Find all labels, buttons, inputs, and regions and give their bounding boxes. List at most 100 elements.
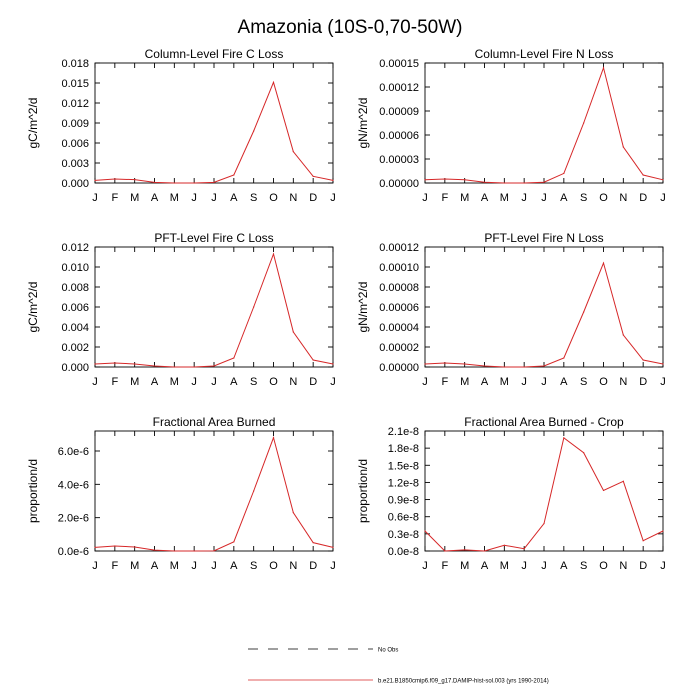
x-tick-label: A bbox=[481, 376, 489, 388]
x-tick-label: O bbox=[269, 192, 278, 204]
y-tick-label: 0.00015 bbox=[379, 58, 419, 70]
series-line bbox=[424, 261, 664, 368]
x-tick-label: D bbox=[639, 192, 647, 204]
y-tick-label: 0.000 bbox=[61, 178, 89, 190]
y-tick-label: 0.003 bbox=[61, 158, 89, 170]
y-tick-label: 0.6e-8 bbox=[388, 512, 419, 524]
y-axis-label: gN/m^2/d bbox=[356, 98, 370, 149]
x-tick-label: M bbox=[460, 192, 469, 204]
x-tick-label: J bbox=[330, 560, 336, 572]
x-tick-label: J bbox=[191, 192, 197, 204]
x-tick-label: O bbox=[269, 560, 278, 572]
series-line bbox=[94, 80, 334, 184]
legend-model-label: b.e21.B1850cmip6.f09_g17.DAMIP-hist-sol.… bbox=[378, 679, 549, 685]
x-tick-label: J bbox=[211, 192, 217, 204]
y-axis-label: gC/m^2/d bbox=[26, 282, 40, 333]
x-tick-label: M bbox=[460, 560, 469, 572]
data-point bbox=[662, 179, 664, 181]
data-point bbox=[563, 357, 565, 359]
y-tick-label: 0.00006 bbox=[379, 302, 419, 314]
data-point bbox=[134, 179, 136, 181]
x-tick-label: M bbox=[170, 560, 179, 572]
data-point bbox=[153, 181, 156, 183]
x-tick-label: J bbox=[191, 376, 197, 388]
data-point bbox=[662, 530, 664, 532]
data-point bbox=[602, 489, 605, 492]
data-point bbox=[503, 544, 505, 546]
x-tick-label: D bbox=[309, 376, 317, 388]
x-tick-label: F bbox=[441, 376, 448, 388]
x-tick-label: N bbox=[289, 192, 297, 204]
y-tick-label: 6.0e-6 bbox=[58, 446, 89, 458]
data-point bbox=[114, 362, 116, 364]
x-tick-label: A bbox=[481, 192, 489, 204]
x-tick-label: F bbox=[111, 376, 118, 388]
x-tick-label: A bbox=[230, 376, 238, 388]
x-tick-label: A bbox=[151, 560, 159, 572]
x-tick-label: F bbox=[111, 192, 118, 204]
data-point bbox=[642, 174, 644, 176]
data-point bbox=[444, 362, 446, 364]
x-tick-label: J bbox=[211, 376, 217, 388]
data-point bbox=[173, 182, 175, 184]
x-tick-label: S bbox=[580, 560, 587, 572]
x-tick-label: A bbox=[230, 560, 238, 572]
data-point bbox=[134, 546, 136, 548]
x-tick-label: J bbox=[660, 192, 666, 204]
figure-title: Amazonia (10S-0,70-50W) bbox=[238, 17, 463, 38]
y-tick-label: 0.012 bbox=[61, 242, 89, 254]
y-tick-label: 0.00010 bbox=[379, 262, 419, 274]
x-tick-label: M bbox=[500, 376, 509, 388]
x-tick-label: F bbox=[111, 560, 118, 572]
data-point bbox=[193, 366, 195, 368]
x-tick-label: M bbox=[130, 560, 139, 572]
y-tick-label: 0.012 bbox=[61, 98, 89, 110]
x-tick-label: S bbox=[580, 192, 587, 204]
data-point bbox=[543, 522, 545, 525]
x-tick-label: D bbox=[309, 192, 317, 204]
data-point bbox=[464, 363, 466, 365]
y-tick-label: 1.5e-8 bbox=[388, 460, 419, 472]
y-tick-label: 4.0e-6 bbox=[58, 479, 89, 491]
data-point bbox=[444, 178, 446, 180]
y-tick-label: 2.1e-8 bbox=[388, 426, 419, 438]
x-tick-label: O bbox=[599, 192, 608, 204]
data-point bbox=[94, 363, 96, 365]
y-tick-label: 0.000 bbox=[61, 362, 89, 374]
x-tick-label: A bbox=[151, 192, 159, 204]
x-tick-label: A bbox=[151, 376, 159, 388]
y-tick-label: 0.00008 bbox=[379, 282, 419, 294]
x-tick-label: J bbox=[521, 376, 527, 388]
data-point bbox=[213, 365, 215, 367]
y-tick-label: 0.009 bbox=[61, 118, 89, 130]
x-tick-label: J bbox=[521, 560, 527, 572]
x-tick-label: J bbox=[330, 192, 336, 204]
y-tick-label: 0.9e-8 bbox=[388, 495, 419, 507]
chart-title: Fractional Area Burned - Crop bbox=[464, 415, 624, 429]
data-point bbox=[444, 550, 446, 552]
x-tick-label: N bbox=[289, 376, 297, 388]
y-tick-label: 0.00002 bbox=[379, 342, 419, 354]
x-tick-label: J bbox=[92, 192, 98, 204]
data-point bbox=[332, 363, 334, 365]
data-point bbox=[583, 452, 585, 454]
y-tick-label: 0.00003 bbox=[379, 154, 419, 166]
plot-frame bbox=[94, 246, 334, 368]
data-point bbox=[642, 359, 644, 361]
y-tick-label: 1.8e-8 bbox=[388, 443, 419, 455]
x-tick-label: J bbox=[422, 192, 428, 204]
y-tick-label: 0.00006 bbox=[379, 130, 419, 142]
x-tick-label: A bbox=[481, 560, 489, 572]
y-tick-label: 0.015 bbox=[61, 78, 89, 90]
x-tick-label: A bbox=[560, 192, 568, 204]
data-point bbox=[272, 81, 275, 83]
y-tick-label: 2.0e-6 bbox=[58, 513, 89, 525]
data-point bbox=[543, 181, 545, 183]
y-axis-label: proportion/d bbox=[356, 459, 370, 523]
data-point bbox=[424, 530, 426, 532]
x-tick-label: D bbox=[309, 560, 317, 572]
